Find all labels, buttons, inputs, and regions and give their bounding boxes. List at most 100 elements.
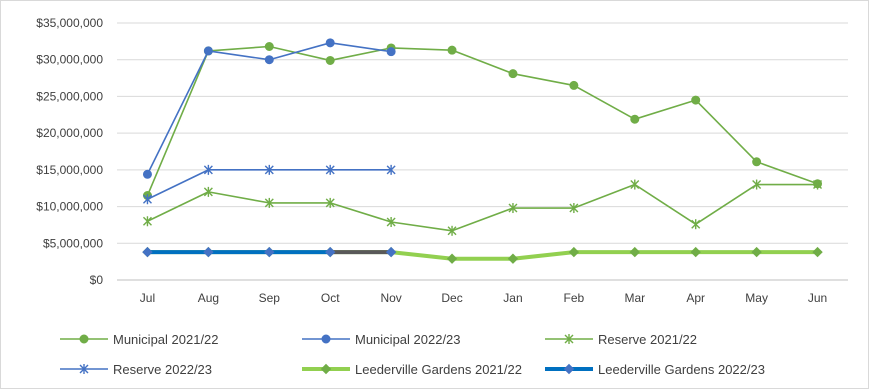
data-point-diamond — [325, 246, 336, 258]
series-segment — [146, 191, 210, 223]
data-point-star — [752, 179, 762, 190]
data-point-diamond — [751, 246, 762, 258]
series-4 — [142, 246, 823, 264]
series-segment — [146, 50, 210, 176]
data-point-circle — [752, 157, 762, 167]
series-segment — [207, 50, 271, 61]
x-tick-label: Dec — [441, 291, 462, 305]
data-point-circle — [447, 45, 457, 55]
x-tick-label: Mar — [624, 291, 645, 305]
data-point-star — [142, 194, 152, 205]
series-1 — [142, 38, 396, 179]
series-segment — [389, 250, 455, 261]
data-point-circle — [325, 55, 335, 65]
legend-item: Leederville Gardens 2021/22 — [302, 362, 522, 377]
series-segment — [694, 99, 758, 163]
series-segment — [633, 99, 697, 120]
series-segment — [573, 84, 636, 120]
legend-label: Reserve 2021/22 — [598, 332, 697, 347]
data-point-circle — [386, 47, 396, 57]
data-point-diamond — [812, 246, 823, 258]
data-point-diamond — [690, 246, 701, 258]
legend-item: Municipal 2021/22 — [60, 332, 219, 347]
y-tick-label: $30,000,000 — [36, 53, 103, 67]
series-segment — [510, 250, 576, 261]
data-point-diamond — [563, 363, 575, 375]
series-segment — [329, 42, 392, 53]
series-segment — [207, 191, 271, 204]
y-tick-label: $10,000,000 — [36, 200, 103, 214]
y-tick-label: $20,000,000 — [36, 126, 103, 140]
series-segment — [633, 183, 697, 225]
y-tick-label: $15,000,000 — [36, 163, 103, 177]
data-point-star — [691, 219, 701, 230]
series-segment — [451, 49, 514, 75]
data-point-star — [630, 179, 640, 190]
series-2 — [142, 179, 823, 236]
legend-label: Reserve 2022/23 — [113, 362, 212, 377]
legend-item: Reserve 2022/23 — [60, 362, 212, 377]
series-lines — [142, 38, 823, 264]
data-point-star — [564, 334, 574, 344]
y-tick-label: $25,000,000 — [36, 89, 103, 103]
x-tick-label: Nov — [380, 291, 401, 305]
y-tick-label: $35,000,000 — [36, 16, 103, 30]
data-point-star — [203, 164, 213, 175]
data-point-star — [142, 216, 152, 227]
data-point-diamond — [568, 246, 580, 258]
series-segment — [329, 202, 392, 223]
data-point-star — [203, 186, 213, 197]
legend-item: Leederville Gardens 2022/23 — [545, 362, 765, 377]
legend-label: Municipal 2022/23 — [355, 332, 461, 347]
data-point-diamond — [142, 246, 153, 258]
data-point-diamond — [385, 246, 397, 258]
data-point-star — [325, 164, 335, 175]
data-point-circle — [79, 334, 89, 344]
data-point-diamond — [203, 246, 214, 258]
series-segment — [146, 50, 210, 197]
x-tick-label: Sep — [259, 291, 281, 305]
data-point-circle — [264, 41, 274, 51]
series-3 — [142, 164, 396, 205]
series-segment — [268, 42, 332, 61]
legend-label: Municipal 2021/22 — [113, 332, 219, 347]
data-point-star — [325, 197, 335, 208]
data-point-circle — [569, 80, 579, 90]
x-axis-ticks: Jul Aug Sep Oct Nov Dec Jan Feb Mar Apr May Jun — [140, 291, 827, 305]
x-tick-label: Jan — [503, 291, 522, 305]
x-tick-label: Feb — [564, 291, 585, 305]
data-point-circle — [142, 169, 152, 179]
series-segment — [755, 160, 819, 185]
data-point-circle — [508, 69, 518, 79]
data-point-star — [386, 164, 396, 175]
legend-label: Leederville Gardens 2021/22 — [355, 362, 522, 377]
data-point-circle — [321, 334, 331, 344]
data-point-circle — [264, 55, 274, 65]
data-point-star — [569, 203, 579, 214]
x-tick-label: Jul — [140, 291, 155, 305]
data-point-circle — [203, 46, 213, 56]
data-point-star — [79, 364, 89, 374]
data-point-star — [508, 203, 518, 214]
data-point-diamond — [264, 246, 275, 258]
x-tick-label: Jun — [808, 291, 827, 305]
legend-item: Reserve 2021/22 — [545, 332, 697, 347]
x-tick-label: Oct — [321, 291, 340, 305]
data-point-diamond — [629, 246, 640, 258]
series-segment — [451, 207, 514, 232]
data-point-star — [386, 216, 396, 227]
y-tick-label: $0 — [90, 273, 104, 287]
data-point-diamond — [446, 253, 458, 264]
series-segment — [207, 45, 271, 52]
data-point-star — [813, 179, 823, 190]
data-point-diamond — [320, 363, 332, 375]
series-segment — [512, 72, 575, 87]
legend-item: Municipal 2022/23 — [302, 332, 461, 347]
gridlines — [117, 22, 848, 281]
series-segment — [390, 47, 453, 51]
series-segment — [573, 183, 636, 209]
x-tick-label: Aug — [198, 291, 219, 305]
legend: Municipal 2021/22 Municipal 2022/23 Reserv… — [60, 332, 765, 377]
data-point-circle — [630, 114, 640, 124]
